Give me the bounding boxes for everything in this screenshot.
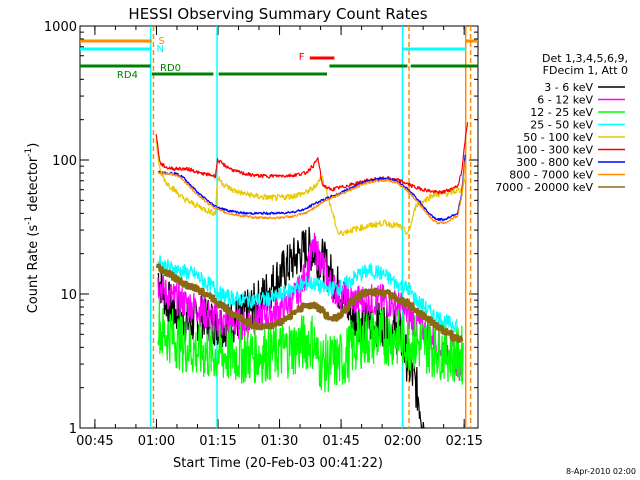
legend-label: 25 - 50 keV xyxy=(530,119,593,132)
plot-area: 1 10 100 1000 00:45 01:00 01:15 01:30 01:45 02:00… xyxy=(44,20,483,449)
legend: Det 1,3,4,5,6,9,FDecim 1, Att 0 3 - 6 keV… xyxy=(495,52,628,194)
series-line xyxy=(157,154,466,222)
flag-label: RD0 xyxy=(160,63,181,74)
series-line xyxy=(157,226,425,429)
x-tick-label: 01:30 xyxy=(261,434,298,449)
y-label-part: detector xyxy=(26,156,41,216)
y-label-exp: -1 xyxy=(24,148,34,157)
y-tick-label: 10 xyxy=(60,288,77,303)
plot-frame xyxy=(79,25,479,429)
x-tick-label: 02:15 xyxy=(445,434,482,449)
x-tick-label: 02:00 xyxy=(384,434,421,449)
series-line xyxy=(157,160,466,225)
series-line xyxy=(157,255,458,332)
series-line xyxy=(157,296,464,393)
y-tick-label: 1000 xyxy=(44,20,77,35)
y-label-exp: -1 xyxy=(24,216,34,225)
legend-label: 3 - 6 keV xyxy=(544,81,593,94)
legend-label: 300 - 800 keV xyxy=(516,156,593,169)
chart-title: HESSI Observing Summary Count Rates xyxy=(128,5,427,23)
flag-label: F xyxy=(299,52,305,63)
x-tick-label: 01:45 xyxy=(322,434,359,449)
y-axis-label: Count Rate (s-1 detector-1) xyxy=(24,143,41,314)
y-label-part: ) xyxy=(26,143,41,148)
legend-label: 6 - 12 keV xyxy=(537,94,593,107)
legend-header: FDecim 1, Att 0 xyxy=(543,64,628,77)
x-tick-label: 01:00 xyxy=(138,434,175,449)
legend-label: 12 - 25 keV xyxy=(530,106,593,119)
legend-label: 50 - 100 keV xyxy=(523,131,593,144)
attenuator-label: N xyxy=(156,44,163,55)
legend-label: 800 - 7000 keV xyxy=(509,169,593,182)
series-line xyxy=(155,122,469,195)
series-line xyxy=(155,140,467,237)
x-axis-label: Start Time (20-Feb-03 00:41:22) xyxy=(173,456,383,471)
legend-header: Det 1,3,4,5,6,9, xyxy=(542,52,628,65)
series-line xyxy=(156,263,464,344)
x-tick-label: 00:45 xyxy=(76,434,113,449)
footer-date: 8-Apr-2010 02:00 xyxy=(566,467,636,476)
legend-label: 7000 - 20000 keV xyxy=(495,181,593,194)
y-tick-label: 100 xyxy=(52,154,77,169)
flag-label: RD4 xyxy=(117,70,138,81)
attenuator-label: S xyxy=(158,36,164,47)
y-tick-label: 1 xyxy=(69,422,77,437)
legend-label: 100 - 300 keV xyxy=(516,144,593,157)
x-tick-label: 01:15 xyxy=(199,434,236,449)
y-label-part: Count Rate (s xyxy=(26,225,41,314)
